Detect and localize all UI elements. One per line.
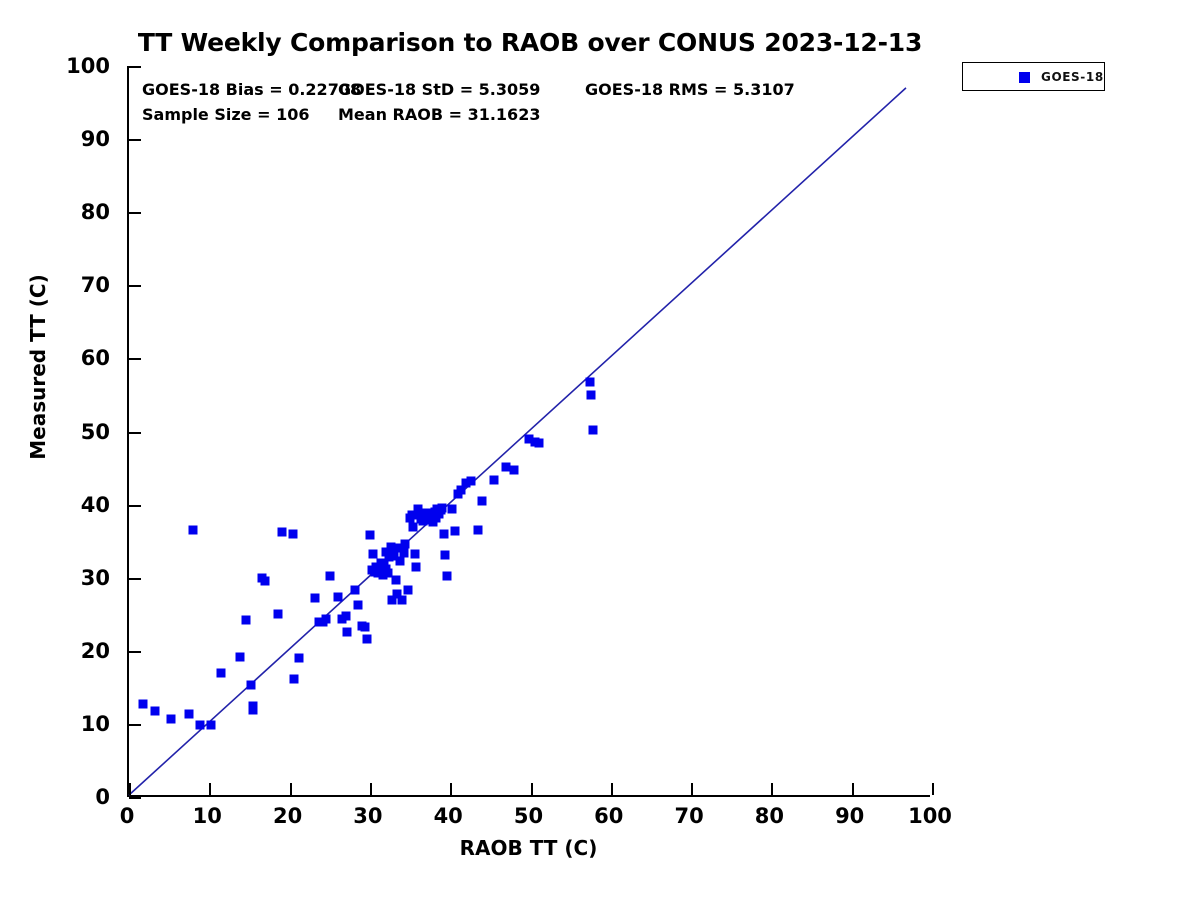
x-axis-tick — [289, 783, 292, 795]
y-axis-tick — [129, 577, 141, 580]
x-tick-label: 90 — [835, 804, 865, 828]
x-axis-tick — [932, 783, 934, 795]
y-axis-tick — [129, 285, 141, 288]
page-title: TT Weekly Comparison to RAOB over CONUS … — [137, 28, 923, 57]
y-tick-label: 0 — [95, 785, 110, 809]
stat-mean-raob: Mean RAOB = 31.1623 — [338, 105, 541, 124]
legend-box: GOES-18 — [962, 62, 1105, 91]
legend-item-label: GOES-18 — [1041, 70, 1104, 84]
one-to-one-reference-line — [128, 87, 907, 796]
y-tick-label: 90 — [80, 127, 110, 152]
x-axis-tick — [369, 783, 372, 795]
x-tick-label: 70 — [674, 804, 704, 828]
y-tick-label: 70 — [80, 273, 110, 298]
x-axis-tick — [450, 783, 453, 795]
y-tick-label: 40 — [80, 492, 110, 517]
y-tick-label: 20 — [80, 638, 110, 663]
y-tick-label: 60 — [80, 346, 110, 371]
x-tick-label: 80 — [754, 804, 785, 828]
y-axis-tick — [129, 139, 141, 142]
x-axis-tick — [530, 783, 533, 795]
x-axis-tick — [610, 783, 613, 795]
x-tick-label: 40 — [433, 804, 463, 828]
y-axis-tick — [129, 797, 141, 799]
x-axis-tick-labels: 0 10 20 30 40 50 60 70 80 90 100 — [120, 800, 952, 840]
x-axis-tick — [771, 783, 774, 795]
y-axis-tick — [129, 358, 141, 361]
plot-inner — [128, 66, 934, 799]
stat-std: GOES-18 StD = 5.3059 — [338, 80, 541, 99]
plot-area — [127, 66, 934, 799]
y-axis-tick — [129, 212, 141, 215]
y-axis-tick — [129, 431, 141, 434]
y-axis-title: Measured TT (C) — [26, 274, 50, 460]
y-tick-label: 50 — [80, 419, 110, 444]
x-axis-tick — [129, 783, 131, 795]
x-axis-tick — [691, 783, 694, 795]
x-tick-label: 50 — [513, 804, 544, 828]
x-axis-tick — [209, 783, 212, 795]
legend-marker-icon — [1019, 72, 1030, 83]
y-axis-tick-labels: 0 10 20 30 40 50 60 70 80 90 100 — [0, 54, 118, 809]
y-tick-label: 30 — [80, 565, 110, 590]
y-axis-tick — [129, 504, 141, 507]
x-tick-label: 60 — [594, 804, 624, 828]
x-tick-label: 100 — [908, 804, 952, 828]
y-axis-tick — [129, 66, 141, 68]
x-axis-tick — [851, 783, 854, 795]
y-tick-label: 80 — [80, 200, 110, 225]
x-tick-label: 10 — [192, 804, 222, 828]
y-axis-tick — [129, 723, 141, 726]
stat-rms: GOES-18 RMS = 5.3107 — [585, 80, 795, 99]
y-axis-tick — [129, 650, 141, 653]
y-tick-label: 100 — [66, 54, 110, 78]
stat-bias: GOES-18 Bias = 0.22708 — [142, 80, 362, 99]
x-axis-title: RAOB TT (C) — [459, 836, 598, 860]
x-tick-label: 30 — [353, 804, 383, 828]
stat-sample-size: Sample Size = 106 — [142, 105, 310, 124]
x-tick-label: 20 — [272, 804, 303, 828]
x-tick-label: 0 — [119, 804, 135, 828]
y-tick-label: 10 — [80, 711, 110, 736]
